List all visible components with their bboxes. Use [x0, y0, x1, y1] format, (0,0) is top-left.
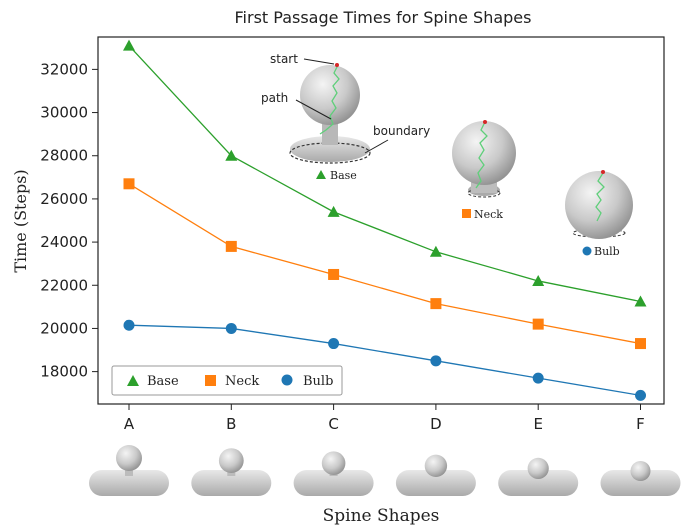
data-point [123, 319, 135, 331]
series-line [128, 183, 641, 345]
spine-thumbnail [395, 454, 476, 496]
y-tick-label: 22000 [40, 276, 88, 294]
data-point [225, 149, 238, 161]
legend-label-neck: Neck [225, 374, 259, 389]
annotation-boundary: boundary [373, 124, 430, 138]
x-tick-label: A [124, 415, 135, 433]
x-tick-label: F [636, 415, 645, 433]
x-axis-title: Spine Shapes [323, 506, 440, 526]
inset-bulb-spine [565, 170, 633, 239]
inset-label-neck: Neck [474, 208, 503, 221]
y-tick-label: 20000 [40, 319, 88, 337]
y-tick-label: 18000 [40, 363, 88, 381]
spine-thumbnail [191, 448, 272, 496]
data-point [123, 178, 135, 190]
spine-thumbnail [600, 461, 681, 496]
annotations: start path boundary Base Neck Bulb [261, 52, 620, 258]
annotation-path: path [261, 91, 288, 105]
y-tick-label: 32000 [40, 60, 88, 78]
y-tick-label: 24000 [40, 233, 88, 251]
chart-title: First Passage Times for Spine Shapes [235, 8, 532, 27]
x-tick-label: E [533, 415, 542, 433]
data-point [635, 389, 646, 401]
inset-neck-spine [452, 120, 516, 198]
data-point [532, 274, 545, 286]
inset-base-spine [289, 63, 371, 164]
inset-label-base: Base [330, 169, 357, 182]
y-axis-ticks: 18000 20000 22000 24000 26000 28000 30000 32000 [40, 60, 98, 381]
legend-label-bulb: Bulb [303, 374, 333, 389]
legend-label-base: Base [147, 374, 179, 389]
data-point [430, 298, 442, 310]
data-point [327, 205, 340, 217]
inset-label-bulb: Bulb [594, 245, 620, 258]
data-point [429, 245, 442, 257]
legend-marker-base [127, 375, 139, 386]
series-line [128, 45, 641, 303]
data-point [635, 338, 646, 350]
data-point [532, 318, 544, 330]
series-neck [123, 178, 646, 350]
series-bulb [123, 319, 646, 401]
spine-thumbnail [293, 451, 374, 496]
y-tick-label: 26000 [40, 190, 88, 208]
legend-box [111, 365, 343, 396]
data-point [123, 39, 135, 51]
data-point [328, 268, 340, 280]
data-point [430, 355, 442, 367]
y-tick-label: 30000 [40, 104, 88, 122]
series-line [128, 324, 641, 397]
spine-thumbnail [89, 445, 169, 496]
series-base [123, 39, 647, 307]
plot-area [97, 36, 665, 405]
legend-marker-bulb [281, 374, 293, 386]
annotation-start: start [270, 52, 298, 66]
x-axis-ticks: A B C D E F [124, 404, 645, 433]
data-point [225, 240, 237, 252]
x-tick-label: B [226, 415, 236, 433]
x-tick-label: C [328, 415, 338, 433]
data-point [532, 372, 544, 384]
x-tick-label: D [430, 415, 442, 433]
y-axis-title: Time (Steps) [11, 169, 30, 272]
series-layer [123, 39, 647, 401]
spine-thumbnail [498, 457, 579, 496]
data-point [328, 338, 340, 350]
legend-marker-neck [205, 375, 216, 386]
spine-shape-thumbnails [89, 445, 681, 496]
legend: Base Neck Bulb [111, 365, 343, 396]
y-tick-label: 28000 [40, 147, 88, 165]
data-point [634, 295, 647, 307]
data-point [225, 322, 237, 334]
